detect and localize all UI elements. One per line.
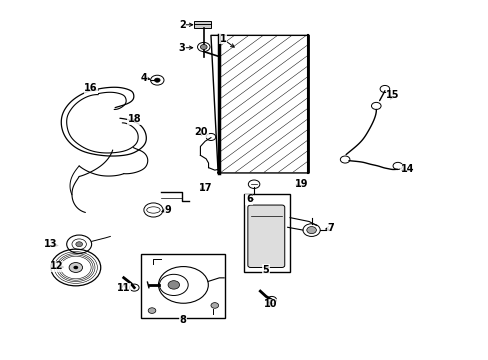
Circle shape bbox=[210, 303, 218, 308]
Text: 10: 10 bbox=[264, 299, 277, 309]
Bar bbox=[194, 21, 210, 28]
Text: 19: 19 bbox=[295, 179, 308, 189]
Circle shape bbox=[306, 226, 316, 234]
Text: 15: 15 bbox=[386, 90, 399, 100]
Circle shape bbox=[76, 242, 82, 247]
Bar bbox=[244, 194, 289, 273]
Text: 6: 6 bbox=[245, 194, 252, 204]
Text: 17: 17 bbox=[199, 183, 212, 193]
Text: 12: 12 bbox=[50, 261, 63, 271]
FancyBboxPatch shape bbox=[247, 205, 284, 267]
Bar bbox=[141, 254, 225, 318]
Text: 20: 20 bbox=[194, 127, 208, 138]
Circle shape bbox=[154, 78, 160, 82]
Text: 8: 8 bbox=[180, 315, 186, 325]
Text: 4: 4 bbox=[140, 73, 147, 83]
Circle shape bbox=[168, 281, 179, 289]
Text: 1: 1 bbox=[219, 34, 226, 44]
Circle shape bbox=[69, 262, 82, 273]
Text: 5: 5 bbox=[262, 265, 269, 275]
Text: 14: 14 bbox=[400, 165, 413, 174]
Text: 16: 16 bbox=[84, 83, 98, 93]
Circle shape bbox=[148, 308, 156, 314]
Text: 7: 7 bbox=[326, 222, 333, 233]
Text: 13: 13 bbox=[43, 239, 57, 249]
Text: 3: 3 bbox=[179, 43, 185, 53]
Circle shape bbox=[200, 45, 207, 49]
Text: 18: 18 bbox=[127, 114, 141, 124]
Text: 9: 9 bbox=[164, 205, 171, 215]
Text: 11: 11 bbox=[117, 283, 130, 293]
Text: 2: 2 bbox=[179, 20, 185, 30]
Circle shape bbox=[73, 266, 78, 269]
